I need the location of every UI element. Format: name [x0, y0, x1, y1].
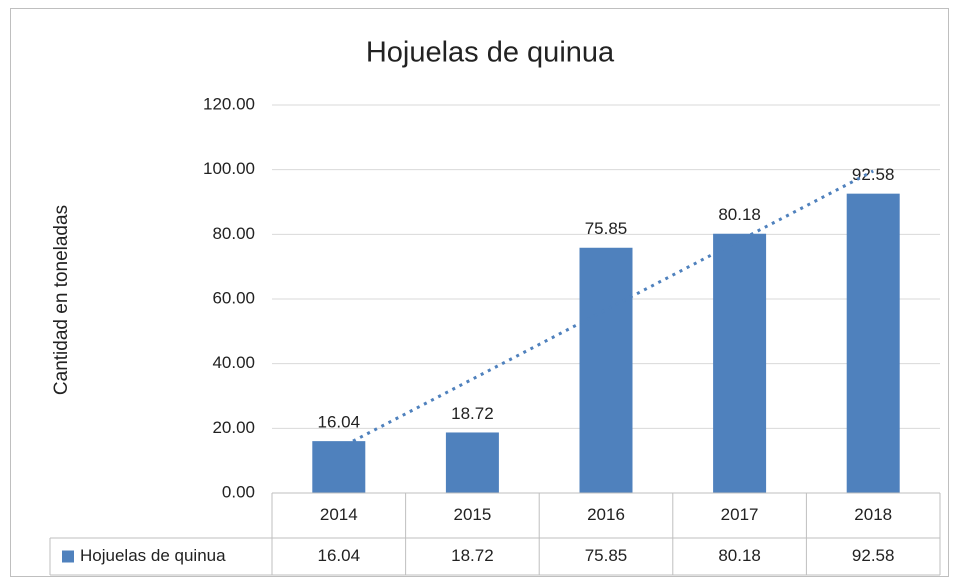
x-tick-label: 2018	[854, 505, 892, 524]
data-label: 92.58	[852, 165, 895, 184]
table-value: 16.04	[318, 546, 361, 565]
bar	[846, 193, 900, 493]
bar	[312, 441, 366, 493]
y-axis-label: Cantidad en toneladas	[51, 205, 72, 395]
chart-title: Hojuelas de quinua	[366, 37, 615, 69]
table-value: 92.58	[852, 546, 895, 565]
x-tick-label: 2014	[320, 505, 358, 524]
table-value: 18.72	[451, 546, 494, 565]
bar	[713, 233, 767, 493]
y-tick-label: 100.00	[203, 159, 255, 178]
data-label: 80.18	[718, 205, 761, 224]
y-tick-label: 120.00	[203, 94, 255, 113]
table-value: 75.85	[585, 546, 628, 565]
y-tick-label: 40.00	[212, 353, 255, 372]
x-tick-label: 2016	[587, 505, 625, 524]
table-value: 80.18	[718, 546, 761, 565]
legend-swatch	[62, 550, 74, 563]
x-tick-label: 2017	[721, 505, 759, 524]
bar	[579, 247, 633, 493]
data-label: 75.85	[585, 219, 628, 238]
x-tick-label: 2015	[453, 505, 491, 524]
legend-label: Hojuelas de quinua	[80, 546, 226, 565]
y-tick-label: 0.00	[222, 482, 255, 501]
y-tick-label: 80.00	[212, 224, 255, 243]
y-tick-label: 60.00	[212, 288, 255, 307]
data-label: 16.04	[318, 413, 361, 432]
data-label: 18.72	[451, 404, 494, 423]
y-tick-label: 20.00	[212, 418, 255, 437]
bar	[445, 432, 499, 493]
